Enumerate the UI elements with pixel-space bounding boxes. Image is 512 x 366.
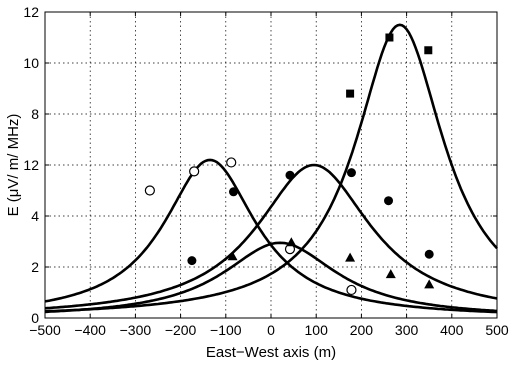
y-tick-label: 8: [31, 106, 39, 122]
x-tick-label: 200: [350, 322, 374, 338]
marker-filled-circle: [285, 170, 295, 180]
fit-curve-filled-triangle: [44, 241, 498, 314]
marker-filled-triangle: [345, 252, 356, 262]
y-tick-label: 0: [31, 310, 39, 326]
marker-filled-circle: [187, 256, 197, 266]
x-tick-label: 400: [440, 322, 464, 338]
marker-filled-triangle: [227, 251, 238, 261]
x-axis-title: East−West axis (m): [206, 344, 336, 361]
marker-filled-triangle: [424, 279, 435, 289]
x-tick-label: 0: [267, 322, 275, 338]
fit-curve-filled-circle: [44, 163, 498, 310]
x-tick-label: −400: [74, 322, 106, 338]
x-tick-label: 500: [485, 322, 509, 338]
fit-curves: [44, 23, 498, 314]
x-tick-label: −200: [165, 322, 197, 338]
y-axis-title: E (μV/ m/ MHz): [5, 114, 22, 217]
y-tick-label: 12: [23, 4, 39, 20]
axis-ticks: −500 −400 −300 −200 −100 0 100 200 300 400 500 0 2 4 1…: [23, 4, 508, 338]
x-tick-label: −300: [120, 322, 152, 338]
y-tick-label: 2: [31, 259, 39, 275]
fit-curve-open-circle: [44, 158, 498, 314]
marker-filled-circle: [384, 196, 394, 206]
marker-open-circle: [189, 166, 200, 177]
marker-filled-triangle: [385, 269, 396, 279]
marker-open-circle: [144, 185, 155, 196]
marker-filled-triangle: [286, 237, 297, 247]
grid: [45, 12, 497, 318]
x-tick-label: −100: [210, 322, 242, 338]
marker-filled-square: [424, 46, 433, 55]
marker-open-circle: [226, 157, 237, 168]
marker-open-circle: [346, 284, 357, 296]
x-tick-label: 300: [395, 322, 419, 338]
x-tick-label: 100: [305, 322, 329, 338]
x-tick-label: −500: [29, 322, 61, 338]
y-tick-label: 10: [23, 55, 39, 71]
y-tick-label: 4: [31, 208, 39, 224]
marker-filled-square: [346, 89, 355, 98]
marker-filled-circle: [228, 187, 238, 197]
marker-filled-circle: [346, 168, 356, 178]
marker-filled-square: [385, 33, 394, 42]
marker-filled-circle: [424, 249, 434, 259]
fit-curve-filled-square: [44, 23, 498, 313]
y-tick-label: 12: [23, 157, 39, 173]
data-markers: [144, 33, 435, 296]
